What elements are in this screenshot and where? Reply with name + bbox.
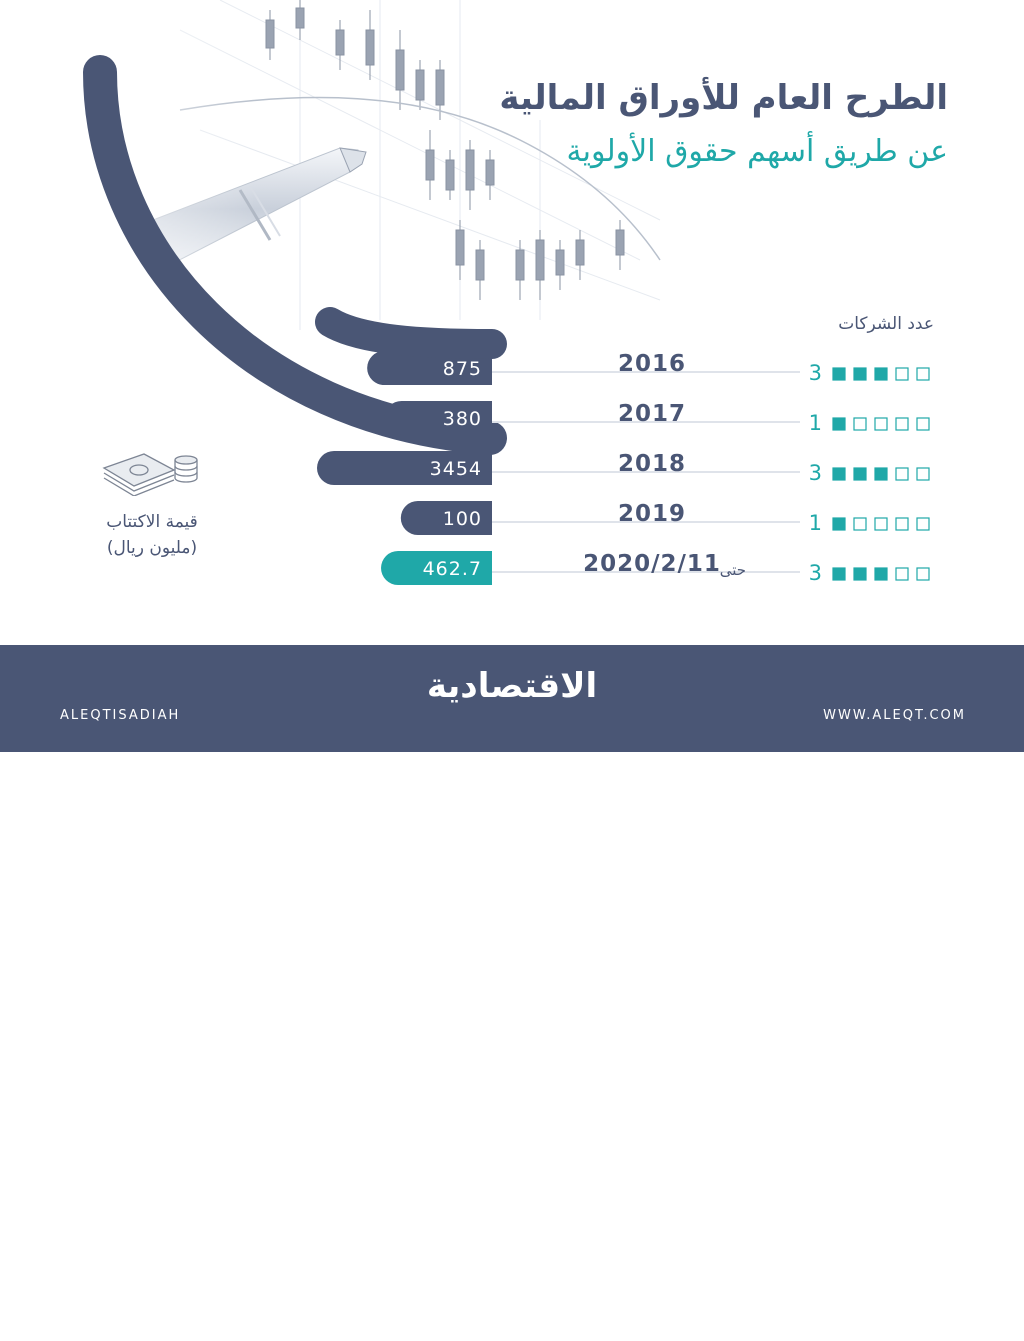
bar-0 <box>367 351 492 385</box>
company-square-3-0 <box>832 517 846 531</box>
globe-icon[interactable]: ◍ <box>890 1319 912 1341</box>
company-square-0-3 <box>895 367 909 381</box>
brand-logo: الاقتصادية <box>426 666 598 706</box>
company-square-3-1 <box>853 517 867 531</box>
chart-svg: 875 2016 3 380 2017 1 3454 2018 3 100 2019 1 462.7 20… <box>83 55 930 585</box>
website-link[interactable]: WWW.ALEQT.COM <box>823 708 966 723</box>
bar-3 <box>400 501 492 535</box>
bar-1 <box>384 401 492 435</box>
facebook-icon[interactable]: f <box>110 1319 132 1341</box>
company-square-4-1 <box>853 567 867 581</box>
company-square-1-2 <box>874 417 888 431</box>
company-square-2-3 <box>895 467 909 481</box>
company-square-3-2 <box>874 517 888 531</box>
year-label-4: 2020/2/11 <box>583 551 721 577</box>
company-count-3: 1 <box>809 511 822 535</box>
company-square-0-4 <box>916 367 930 381</box>
company-square-2-1 <box>853 467 867 481</box>
company-count-4: 3 <box>809 561 822 585</box>
year-prefix-4: حتى <box>720 561 746 579</box>
company-count-1: 1 <box>809 411 822 435</box>
ipo-value-label: قيمة الاكتتاب <box>106 512 198 532</box>
company-square-0-0 <box>832 367 846 381</box>
bar-value-label-3: 100 <box>443 508 482 530</box>
company-square-1-0 <box>832 417 846 431</box>
company-square-3-4 <box>916 517 930 531</box>
company-square-2-4 <box>916 467 930 481</box>
company-square-4-3 <box>895 567 909 581</box>
year-label-1: 2017 <box>618 401 686 427</box>
year-label-3: 2019 <box>618 501 686 527</box>
twitter-icon[interactable]: t <box>142 1319 164 1341</box>
bar-value-label-4: 462.7 <box>423 558 482 580</box>
page-title: الطرح العام للأوراق المالية <box>499 78 948 118</box>
bar-2 <box>317 451 492 485</box>
company-square-2-2 <box>874 467 888 481</box>
company-square-4-0 <box>832 567 846 581</box>
decorative-arc-top <box>315 307 507 359</box>
money-stack-icon <box>102 453 198 496</box>
company-square-0-2 <box>874 367 888 381</box>
bar-value-label-0: 875 <box>443 358 482 380</box>
company-count-header: عدد الشركات <box>838 314 934 334</box>
bar-value-label-1: 380 <box>443 408 482 430</box>
bar-value-label-2: 3454 <box>430 458 482 480</box>
company-square-1-4 <box>916 417 930 431</box>
bar-4 <box>381 551 492 585</box>
social-handle[interactable]: ALEQTISADIAH <box>60 708 181 723</box>
company-square-4-4 <box>916 567 930 581</box>
company-count-2: 3 <box>809 461 822 485</box>
company-count-0: 3 <box>809 361 822 385</box>
page-subtitle: عن طريق أسهم حقوق الأولوية <box>566 134 948 169</box>
year-label-2: 2018 <box>618 451 686 477</box>
company-square-1-3 <box>895 417 909 431</box>
company-square-1-1 <box>853 417 867 431</box>
company-square-2-0 <box>832 467 846 481</box>
company-square-3-3 <box>895 517 909 531</box>
company-square-4-2 <box>874 567 888 581</box>
instagram-icon[interactable]: ◎ <box>78 1319 100 1341</box>
year-label-0: 2016 <box>618 351 686 377</box>
company-square-0-1 <box>853 367 867 381</box>
ipo-value-unit: (مليون ريال) <box>106 538 198 558</box>
